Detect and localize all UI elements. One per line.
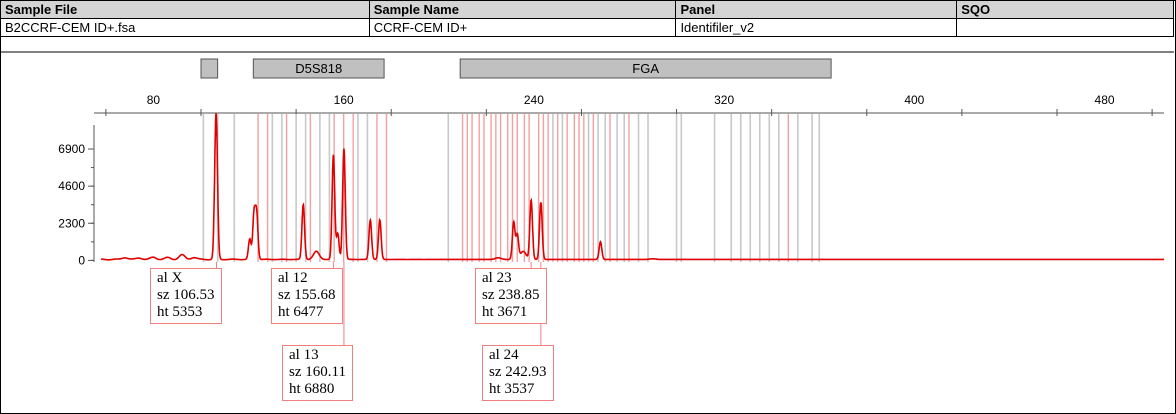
peak-label-sz: sz 106.53 xyxy=(157,287,215,303)
y-tick-label: 6900 xyxy=(58,142,85,156)
sample-info-table: Sample File Sample Name Panel SQO B2CCRF… xyxy=(0,0,1174,37)
trace-line xyxy=(100,113,1164,261)
marker-label: D5S818 xyxy=(295,61,342,76)
peak-label-ht: ht 3537 xyxy=(489,381,535,397)
marker-bar xyxy=(252,58,385,79)
y-tick-label: 2300 xyxy=(58,216,85,230)
peak-label-al: al 23 xyxy=(482,270,512,286)
peak-label-ht: ht 6477 xyxy=(278,304,324,320)
peak-label-sz: sz 155.68 xyxy=(278,287,336,303)
peak-label-al: al X xyxy=(157,270,183,286)
panel-value: Identifiler_v2 xyxy=(675,18,958,37)
peak-label-ht: ht 5353 xyxy=(157,304,203,320)
peak-label-al: al 12 xyxy=(278,270,308,286)
peak-label[interactable]: al 24 sz 242.93 ht 3537 xyxy=(482,345,554,401)
y-tick-label: 0 xyxy=(78,253,85,267)
y-tick-label: 4600 xyxy=(58,179,85,193)
x-tick-label: 320 xyxy=(714,93,734,107)
marker-label: FGA xyxy=(632,61,659,76)
x-tick-label: 80 xyxy=(147,93,161,107)
col-sample-file-header[interactable]: Sample File xyxy=(0,0,370,19)
sample-info-value-row[interactable]: B2CCRF-CEM ID+.fsa CCRF-CEM ID+ Identifi… xyxy=(0,18,1174,37)
x-tick-label: 240 xyxy=(524,93,544,107)
peak-label-sz: sz 160.11 xyxy=(289,364,346,380)
peak-label[interactable]: al 13 sz 160.11 ht 6880 xyxy=(282,345,353,401)
sample-file-value: B2CCRF-CEM ID+.fsa xyxy=(0,18,370,37)
sqo-value xyxy=(956,18,1174,37)
x-tick-label: 480 xyxy=(1095,93,1115,107)
peak-label-ht: ht 3671 xyxy=(482,304,528,320)
peak-label[interactable]: al 12 sz 155.68 ht 6477 xyxy=(271,268,343,324)
peak-label-sz: sz 238.85 xyxy=(482,287,540,303)
sample-name-value: CCRF-CEM ID+ xyxy=(368,18,677,37)
peak-label-sz: sz 242.93 xyxy=(489,364,547,380)
marker-bar xyxy=(200,58,219,79)
peak-label-al: al 24 xyxy=(489,347,519,363)
peak-label-al: al 13 xyxy=(289,347,319,363)
peak-label-ht: ht 6880 xyxy=(289,381,335,397)
x-tick-label: 160 xyxy=(334,93,354,107)
marker-bar xyxy=(459,58,832,79)
x-tick-label: 400 xyxy=(904,93,924,107)
peak-label[interactable]: al 23 sz 238.85 ht 3671 xyxy=(475,268,547,324)
